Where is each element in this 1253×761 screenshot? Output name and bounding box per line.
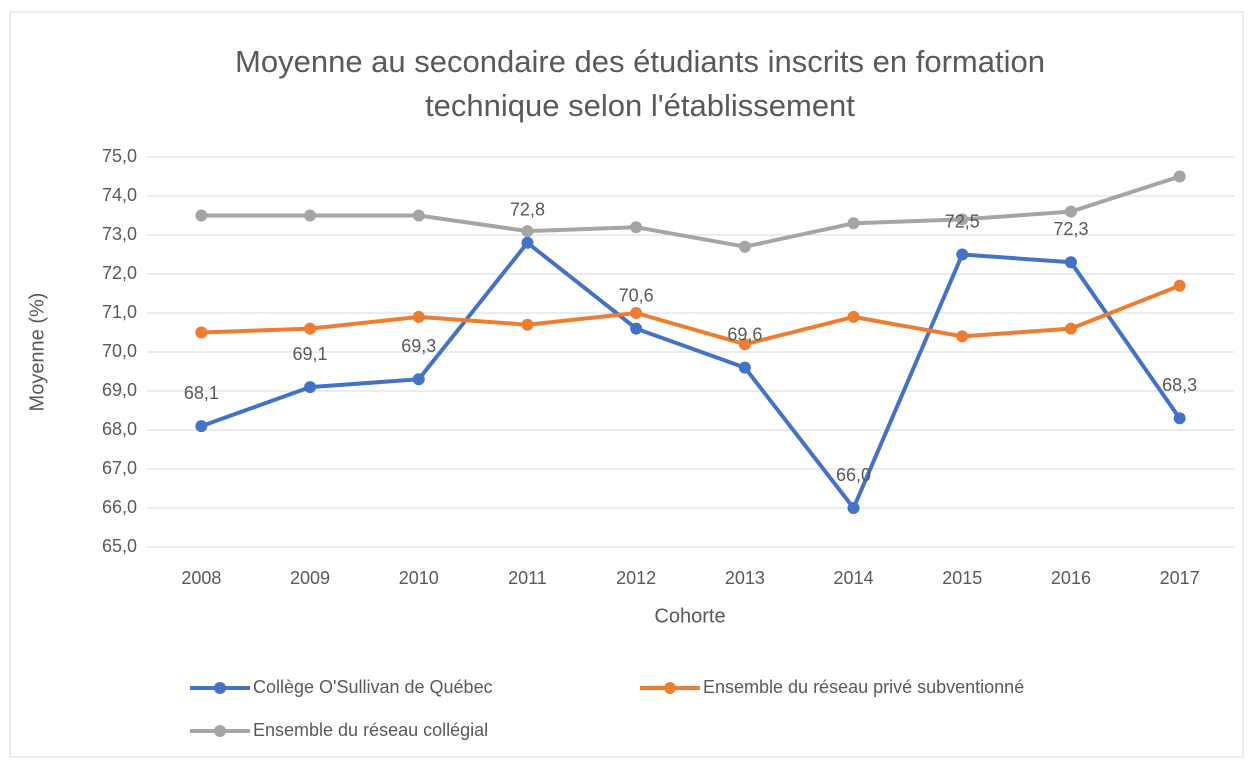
series-line <box>201 283 1181 347</box>
point <box>195 209 208 222</box>
chart-title: Moyenne au secondaire des étudiants insc… <box>235 44 1045 123</box>
data-label: 69,6 <box>727 324 762 344</box>
point <box>412 373 425 386</box>
point <box>738 338 751 351</box>
data-label: 69,1 <box>293 344 328 364</box>
data-label: 70,6 <box>619 285 654 305</box>
legend-label: Ensemble du réseau collégial <box>253 720 488 740</box>
data-label: 68,1 <box>184 383 219 403</box>
y-tick-label: 73,0 <box>102 224 137 244</box>
series-line <box>200 240 1182 510</box>
x-tick-label: 2015 <box>942 568 982 588</box>
point <box>1173 279 1186 292</box>
y-axis-label: Moyenne (%) <box>26 293 48 412</box>
y-tick-label: 67,0 <box>102 458 137 478</box>
chart-border <box>9 11 1244 758</box>
point <box>738 240 751 253</box>
point <box>847 310 860 323</box>
data-label: 72,8 <box>510 200 545 220</box>
x-axis-label: Cohorte <box>654 605 725 627</box>
x-tick-label: 2010 <box>399 568 439 588</box>
y-tick-label: 75,0 <box>102 146 137 166</box>
point <box>1173 170 1186 183</box>
point <box>304 322 317 335</box>
legend-marker <box>214 682 226 694</box>
point <box>738 361 751 374</box>
point <box>521 318 534 331</box>
x-tick-label: 2008 <box>181 568 221 588</box>
x-tick-label: 2011 <box>508 568 547 588</box>
data-label: 69,3 <box>401 336 436 356</box>
point <box>521 225 534 238</box>
data-label: 66,0 <box>836 465 871 485</box>
legend-marker <box>214 725 226 737</box>
y-tick-label: 74,0 <box>102 185 137 205</box>
point <box>1064 205 1077 218</box>
point <box>195 326 208 339</box>
point <box>412 209 425 222</box>
x-tick-label: 2009 <box>290 568 330 588</box>
point <box>630 221 643 234</box>
y-tick-label: 70,0 <box>102 341 137 361</box>
y-tick-label: 66,0 <box>102 497 137 517</box>
y-tick-label: 69,0 <box>102 380 137 400</box>
point <box>521 236 534 249</box>
point <box>630 322 643 335</box>
y-tick-label: 71,0 <box>102 302 137 322</box>
y-tick-label: 65,0 <box>102 536 137 556</box>
x-tick-label: 2017 <box>1160 568 1200 588</box>
point <box>304 209 317 222</box>
point <box>630 307 643 319</box>
legend-marker <box>664 682 676 694</box>
point <box>195 420 208 433</box>
legend-label: Collège O'Sullivan de Québec <box>253 677 493 697</box>
point <box>1064 256 1077 269</box>
series-line <box>201 174 1181 249</box>
data-label: 72,3 <box>1053 219 1088 239</box>
y-tick-label: 72,0 <box>102 263 137 283</box>
point <box>956 248 969 261</box>
x-tick-label: 2014 <box>834 568 874 588</box>
point <box>847 502 860 514</box>
data-label: 72,5 <box>945 211 980 231</box>
point <box>1064 322 1077 335</box>
point <box>956 330 969 343</box>
point <box>1173 412 1186 425</box>
legend-label: Ensemble du réseau privé subventionné <box>703 677 1024 697</box>
x-tick-label: 2013 <box>725 568 765 588</box>
point <box>412 310 425 323</box>
point <box>304 381 317 394</box>
point <box>956 213 969 226</box>
x-tick-label: 2012 <box>616 568 656 588</box>
point <box>847 217 860 230</box>
x-tick-label: 2016 <box>1051 568 1091 588</box>
data-label: 68,3 <box>1162 375 1197 395</box>
y-tick-label: 68,0 <box>102 419 137 439</box>
